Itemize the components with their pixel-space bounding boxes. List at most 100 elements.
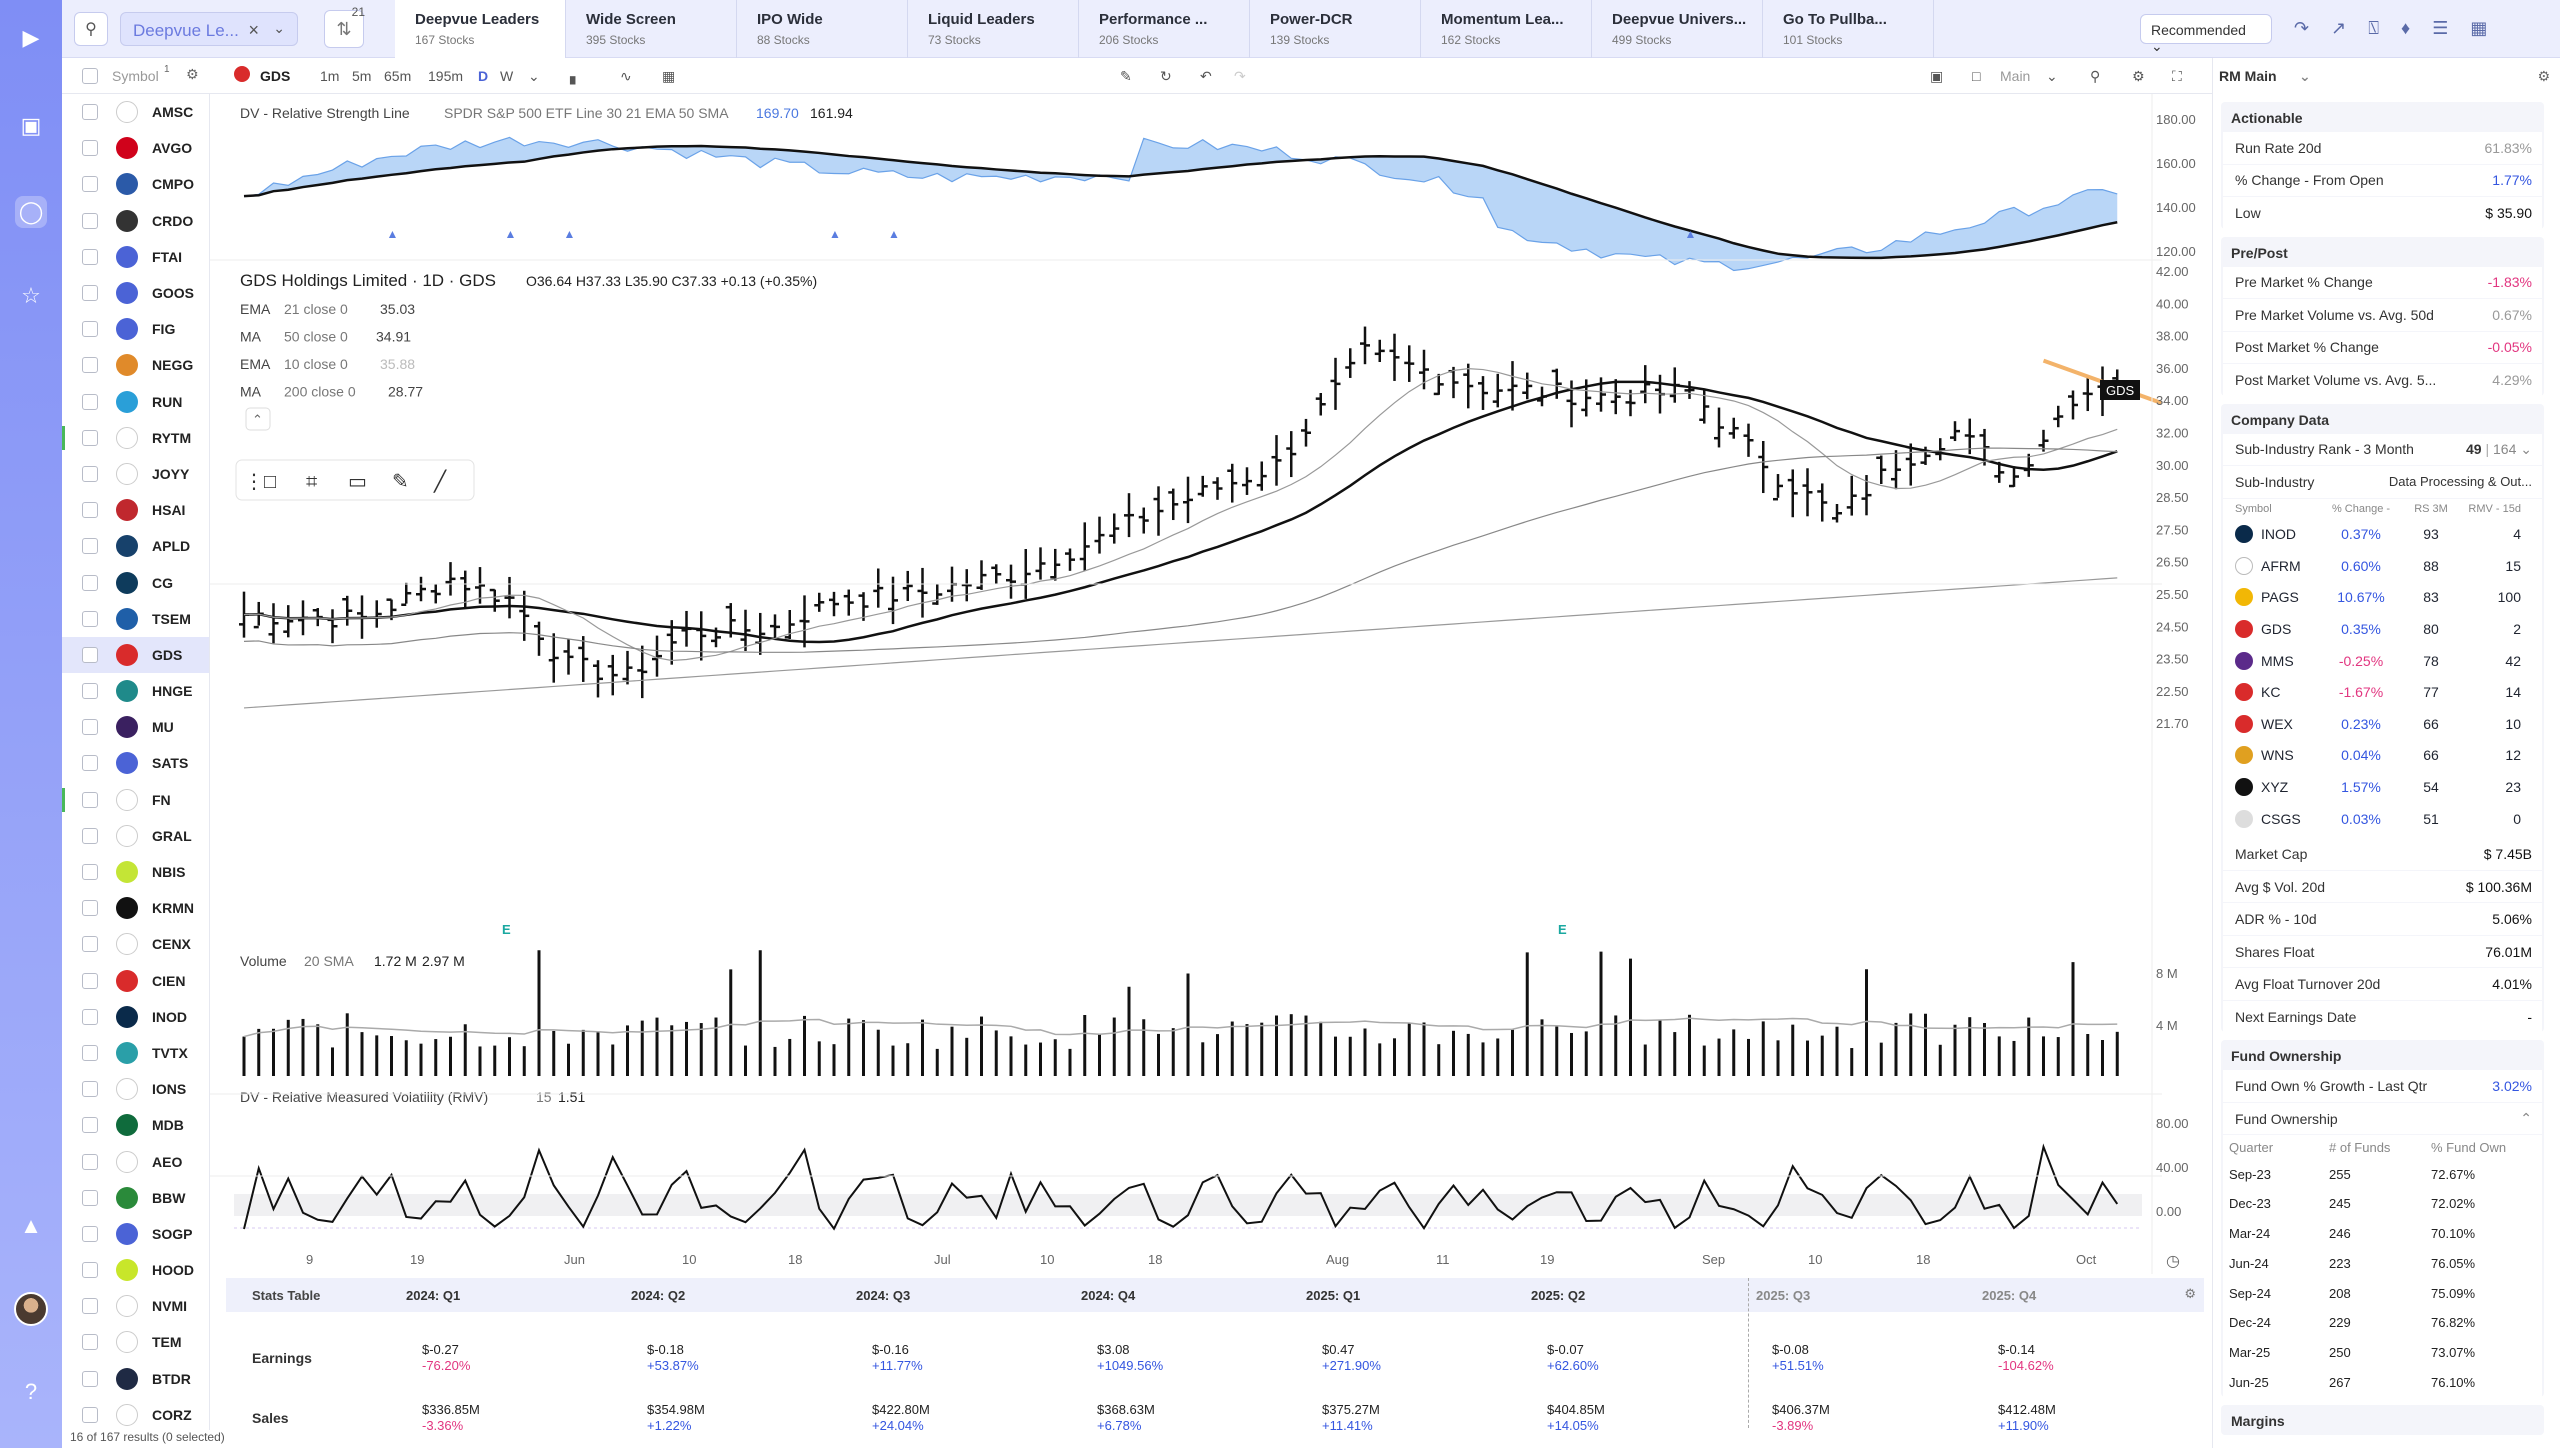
- row-checkbox[interactable]: [82, 1262, 98, 1279]
- tree-icon[interactable]: ⍂: [2368, 18, 2379, 38]
- screen-selector[interactable]: Deepvue Le... × ⌄: [120, 12, 298, 46]
- gear-icon[interactable]: ⚙: [186, 66, 199, 82]
- fullscreen-icon[interactable]: ⛶: [2172, 68, 2182, 84]
- symbol-row[interactable]: MU: [62, 709, 209, 745]
- symbol-row[interactable]: CORZ: [62, 1397, 209, 1430]
- clock-icon[interactable]: ◷: [2166, 1253, 2180, 1270]
- peer-row[interactable]: WNS 0.04% 66 12: [2223, 740, 2542, 772]
- interval-65m[interactable]: 65m: [384, 68, 412, 84]
- row-checkbox[interactable]: [82, 936, 98, 953]
- peer-row[interactable]: GDS 0.35% 80 2: [2223, 613, 2542, 645]
- row-checkbox[interactable]: [82, 900, 98, 917]
- row-checkbox[interactable]: [82, 1044, 98, 1061]
- row-checkbox[interactable]: [82, 1189, 98, 1206]
- symbol-row[interactable]: AVGO: [62, 130, 209, 166]
- symbol-row[interactable]: APLD: [62, 528, 209, 564]
- gear-icon[interactable]: ⚙: [2537, 68, 2550, 84]
- symbol-row[interactable]: TSEM: [62, 601, 209, 637]
- refresh-icon[interactable]: ↻: [1160, 68, 1172, 84]
- row-checkbox[interactable]: [82, 1153, 98, 1170]
- screen-tab[interactable]: Performance ... 206 Stocks: [1079, 0, 1250, 58]
- interval-195m[interactable]: 195m: [428, 68, 464, 84]
- help-icon[interactable]: ?: [24, 1379, 38, 1404]
- symbol-row[interactable]: AEO: [62, 1143, 209, 1179]
- logo-play-icon[interactable]: ▶: [22, 25, 40, 50]
- select-all-checkbox[interactable]: [82, 68, 98, 84]
- row-checkbox[interactable]: [82, 176, 98, 193]
- search-button[interactable]: ⚲: [74, 12, 108, 46]
- symbol-row[interactable]: IONS: [62, 1071, 209, 1107]
- favorites-icon[interactable]: ☆: [21, 283, 41, 308]
- symbol-row[interactable]: RUN: [62, 384, 209, 420]
- line-tool-icon[interactable]: ╱: [433, 469, 447, 493]
- zoom-icon[interactable]: ⚲: [2090, 68, 2101, 84]
- chevron-down-icon[interactable]: ⌄: [2046, 68, 2058, 84]
- symbol-row[interactable]: CMPO: [62, 166, 209, 202]
- screener-icon[interactable]: ◯: [15, 196, 47, 228]
- symbol-row[interactable]: FTAI: [62, 239, 209, 275]
- row-checkbox[interactable]: [82, 646, 98, 663]
- row-checkbox[interactable]: [82, 429, 98, 446]
- list-view-icon[interactable]: ☰: [2432, 18, 2449, 38]
- pencil-icon[interactable]: ✎: [1120, 68, 1132, 84]
- sort-select[interactable]: Recommended ⌄: [2140, 14, 2272, 54]
- row-checkbox[interactable]: [82, 1117, 98, 1134]
- row-checkbox[interactable]: [82, 972, 98, 989]
- peer-row[interactable]: MMS -0.25% 78 42: [2223, 645, 2542, 677]
- screen-tab[interactable]: Deepvue Univers... 499 Stocks: [1592, 0, 1763, 58]
- chevron-down-icon[interactable]: ⌄: [2299, 68, 2311, 84]
- symbol-row[interactable]: TVTX: [62, 1035, 209, 1071]
- bell-icon[interactable]: ♦: [2401, 18, 2411, 38]
- brush-tool-icon[interactable]: ✎: [392, 471, 409, 493]
- screen-tab[interactable]: Wide Screen 395 Stocks: [566, 0, 737, 58]
- row-checkbox[interactable]: [82, 285, 98, 302]
- peer-row[interactable]: AFRM 0.60% 88 15: [2223, 550, 2542, 582]
- symbol-row[interactable]: HNGE: [62, 673, 209, 709]
- collapse-legend-button[interactable]: [245, 407, 271, 431]
- price-chart[interactable]: ▲ ▲ ▲ ▲ ▲ ▲ DV - Relative Strength Line SPDR S&…: [210, 94, 2212, 1274]
- rectangle-tool-icon[interactable]: □: [264, 471, 276, 493]
- avatar[interactable]: [14, 1292, 48, 1326]
- filter-button[interactable]: ⇅ 21: [324, 5, 365, 48]
- bar-type-icon[interactable]: ▖: [570, 68, 581, 84]
- fib-tool-icon[interactable]: ⌗: [306, 471, 317, 493]
- row-checkbox[interactable]: [82, 140, 98, 157]
- chart-symbol[interactable]: GDS: [260, 68, 291, 84]
- symbol-row[interactable]: CIEN: [62, 963, 209, 999]
- peer-row[interactable]: PAGS 10.67% 83 100: [2223, 582, 2542, 614]
- row-checkbox[interactable]: [82, 248, 98, 265]
- drag-handle-icon[interactable]: ⋮: [244, 471, 264, 493]
- symbol-row[interactable]: FIG: [62, 311, 209, 347]
- screen-tab[interactable]: Go To Pullba... 101 Stocks: [1763, 0, 1934, 58]
- chevron-down-icon[interactable]: ⌄: [273, 20, 285, 36]
- peer-row[interactable]: XYZ 1.57% 54 23: [2223, 771, 2542, 803]
- chart-area[interactable]: ▲ ▲ ▲ ▲ ▲ ▲ DV - Relative Strength Line SPDR S&…: [210, 94, 2212, 1274]
- row-checkbox[interactable]: [82, 1406, 98, 1423]
- chevron-down-icon[interactable]: ⌄: [528, 68, 540, 84]
- interval-5m[interactable]: 5m: [352, 68, 372, 84]
- row-checkbox[interactable]: [82, 574, 98, 591]
- interval-d[interactable]: D: [478, 68, 489, 84]
- education-icon[interactable]: ▲: [20, 1213, 42, 1238]
- row-checkbox[interactable]: [82, 321, 98, 338]
- symbol-row[interactable]: NEGG: [62, 347, 209, 383]
- row-checkbox[interactable]: [82, 465, 98, 482]
- row-checkbox[interactable]: [82, 864, 98, 881]
- symbol-row[interactable]: GOOS: [62, 275, 209, 311]
- symbol-row[interactable]: BBW: [62, 1180, 209, 1216]
- symbol-row[interactable]: NBIS: [62, 854, 209, 890]
- symbol-row[interactable]: SATS: [62, 745, 209, 781]
- gear-icon[interactable]: ⚙: [2184, 1286, 2196, 1301]
- row-checkbox[interactable]: [82, 393, 98, 410]
- peer-row[interactable]: KC -1.67% 77 14: [2223, 676, 2542, 708]
- symbol-row[interactable]: HOOD: [62, 1252, 209, 1288]
- layouts-icon[interactable]: ▦: [662, 68, 676, 84]
- symbol-row[interactable]: GDS: [62, 636, 209, 673]
- row-checkbox[interactable]: [82, 1370, 98, 1387]
- row-checkbox[interactable]: [82, 212, 98, 229]
- row-checkbox[interactable]: [82, 1298, 98, 1315]
- symbol-row[interactable]: MDB: [62, 1107, 209, 1143]
- row-checkbox[interactable]: [82, 1008, 98, 1025]
- interval-1m[interactable]: 1m: [320, 68, 340, 84]
- share-icon[interactable]: ↷: [2294, 18, 2310, 38]
